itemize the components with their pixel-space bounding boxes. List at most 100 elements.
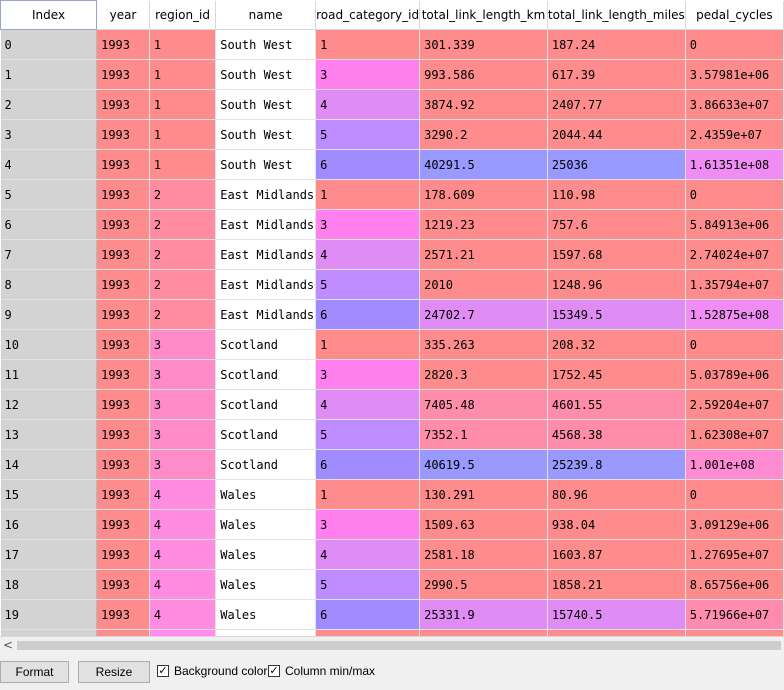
table-cell[interactable]: East Midlands bbox=[215, 209, 317, 240]
row-index-cell[interactable]: 3 bbox=[0, 119, 98, 150]
table-cell[interactable]: 335.263 bbox=[419, 329, 548, 360]
table-cell[interactable]: Scotland bbox=[215, 389, 317, 420]
column-minmax-checkbox[interactable]: ✓ Column min/max bbox=[268, 664, 375, 678]
table-cell[interactable]: 24702.7 bbox=[419, 299, 548, 330]
table-cell[interactable]: 1993 bbox=[96, 449, 150, 480]
row-index-cell[interactable]: 10 bbox=[0, 329, 98, 360]
table-cell[interactable]: Scotland bbox=[215, 329, 317, 360]
table-cell[interactable]: 5 bbox=[315, 269, 421, 300]
table-cell[interactable]: 3.57981e+06 bbox=[685, 59, 784, 90]
table-cell[interactable]: Wales bbox=[215, 479, 317, 510]
table-cell[interactable]: 1.52875e+08 bbox=[685, 299, 784, 330]
row-index-cell[interactable]: 0 bbox=[0, 29, 98, 60]
column-header[interactable]: pedal_cycles bbox=[685, 0, 784, 30]
table-cell[interactable]: 1219.23 bbox=[419, 209, 548, 240]
column-header[interactable]: road_category_id bbox=[315, 0, 421, 30]
row-index-cell[interactable]: 5 bbox=[0, 179, 98, 210]
table-cell[interactable]: 2820.3 bbox=[419, 359, 548, 390]
table-cell[interactable]: 1993 bbox=[96, 569, 150, 600]
table-cell[interactable]: 3 bbox=[315, 59, 421, 90]
table-cell[interactable]: 40291.5 bbox=[419, 149, 548, 180]
table-cell[interactable]: 25239.8 bbox=[547, 449, 686, 480]
row-index-cell[interactable]: 2 bbox=[0, 89, 98, 120]
column-header[interactable]: Index bbox=[0, 0, 98, 30]
table-cell[interactable]: 2.59204e+07 bbox=[685, 389, 784, 420]
table-cell[interactable]: 1597.68 bbox=[547, 239, 686, 270]
table-cell[interactable]: 7352.1 bbox=[419, 419, 548, 450]
table-cell[interactable]: 25036 bbox=[547, 149, 686, 180]
column-header[interactable]: name bbox=[215, 0, 317, 30]
table-cell[interactable]: 5.03789e+06 bbox=[685, 359, 784, 390]
table-cell[interactable]: 1.61351e+08 bbox=[685, 149, 784, 180]
table-cell[interactable]: 5 bbox=[149, 629, 217, 636]
table-cell[interactable]: 25331.9 bbox=[419, 599, 548, 630]
row-index-cell[interactable]: 16 bbox=[0, 509, 98, 540]
column-header[interactable]: total_link_length_miles bbox=[547, 0, 686, 30]
row-index-cell[interactable]: 12 bbox=[0, 389, 98, 420]
table-cell[interactable]: 2571.21 bbox=[419, 239, 548, 270]
table-cell[interactable]: 3 bbox=[149, 359, 217, 390]
table-cell[interactable]: South West bbox=[215, 119, 317, 150]
table-cell[interactable]: Wales bbox=[215, 539, 317, 570]
table-cell[interactable]: 1993 bbox=[96, 89, 150, 120]
table-cell[interactable]: 1603.87 bbox=[547, 539, 686, 570]
table-cell[interactable]: South West bbox=[215, 29, 317, 60]
scrollbar-thumb[interactable] bbox=[17, 641, 781, 650]
table-cell[interactable]: 1993 bbox=[96, 599, 150, 630]
table-cell[interactable]: 1993 bbox=[96, 539, 150, 570]
row-index-cell[interactable]: 17 bbox=[0, 539, 98, 570]
table-cell[interactable]: 2010 bbox=[419, 269, 548, 300]
table-cell[interactable]: 1 bbox=[149, 149, 217, 180]
table-cell[interactable]: East Midlands bbox=[215, 269, 317, 300]
background-color-checkbox[interactable]: ✓ Background color bbox=[157, 664, 267, 678]
table-cell[interactable]: 1993 bbox=[96, 59, 150, 90]
row-index-cell[interactable]: 9 bbox=[0, 299, 98, 330]
table-cell[interactable]: East Midlands bbox=[215, 239, 317, 270]
table-cell[interactable]: 178.609 bbox=[419, 179, 548, 210]
table-cell[interactable]: 4 bbox=[315, 389, 421, 420]
table-cell[interactable]: 4 bbox=[149, 539, 217, 570]
table-cell[interactable]: 2.74024e+07 bbox=[685, 239, 784, 270]
table-cell[interactable]: 4 bbox=[149, 569, 217, 600]
table-cell[interactable]: 3 bbox=[149, 419, 217, 450]
table-cell[interactable]: South West bbox=[215, 59, 317, 90]
table-cell[interactable]: 1993 bbox=[96, 119, 150, 150]
table-cell[interactable]: 40619.5 bbox=[419, 449, 548, 480]
table-cell[interactable]: 0 bbox=[685, 329, 784, 360]
table-cell[interactable]: 4601.55 bbox=[547, 389, 686, 420]
table-cell[interactable]: 4 bbox=[315, 89, 421, 120]
row-index-cell[interactable]: 7 bbox=[0, 239, 98, 270]
table-cell[interactable]: 1 bbox=[315, 329, 421, 360]
table-cell[interactable]: 5.71966e+07 bbox=[685, 599, 784, 630]
table-cell[interactable]: 343.28 bbox=[547, 629, 686, 636]
table-cell[interactable]: 1993 bbox=[96, 389, 150, 420]
table-cell[interactable]: 1993 bbox=[96, 299, 150, 330]
table-cell[interactable]: 1 bbox=[315, 629, 421, 636]
table-cell[interactable]: 4 bbox=[149, 479, 217, 510]
table-cell[interactable]: North West bbox=[215, 629, 317, 636]
table-cell[interactable]: South West bbox=[215, 149, 317, 180]
table-cell[interactable]: 5 bbox=[315, 569, 421, 600]
table-cell[interactable]: 1993 bbox=[96, 239, 150, 270]
table-cell[interactable]: 3 bbox=[149, 449, 217, 480]
table-cell[interactable]: 1993 bbox=[96, 149, 150, 180]
table-cell[interactable]: 3 bbox=[315, 359, 421, 390]
table-cell[interactable]: 0 bbox=[685, 479, 784, 510]
table-cell[interactable]: 2 bbox=[149, 239, 217, 270]
column-header[interactable]: total_link_length_km bbox=[419, 0, 548, 30]
table-cell[interactable]: 1 bbox=[315, 179, 421, 210]
table-cell[interactable]: Scotland bbox=[215, 359, 317, 390]
table-cell[interactable]: 2 bbox=[149, 299, 217, 330]
table-cell[interactable]: 1993 bbox=[96, 479, 150, 510]
table-cell[interactable]: 2 bbox=[149, 269, 217, 300]
row-index-cell[interactable]: 13 bbox=[0, 419, 98, 450]
table-cell[interactable]: 2407.77 bbox=[547, 89, 686, 120]
table-cell[interactable]: 1993 bbox=[96, 29, 150, 60]
check-icon[interactable]: ✓ bbox=[157, 665, 169, 677]
table-cell[interactable]: 4 bbox=[149, 599, 217, 630]
table-cell[interactable]: 2990.5 bbox=[419, 569, 548, 600]
table-cell[interactable]: 1752.45 bbox=[547, 359, 686, 390]
table-cell[interactable]: 1 bbox=[149, 29, 217, 60]
row-index-cell[interactable]: 14 bbox=[0, 449, 98, 480]
row-index-cell[interactable]: 4 bbox=[0, 149, 98, 180]
